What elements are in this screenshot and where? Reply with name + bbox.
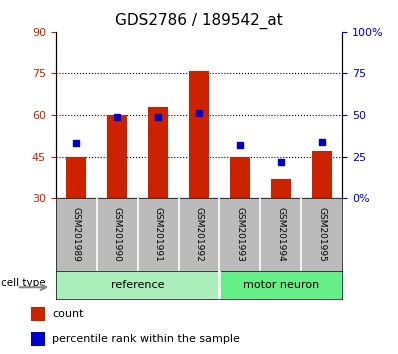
Bar bbox=[230, 156, 250, 198]
Bar bbox=[148, 107, 168, 198]
Text: GSM201992: GSM201992 bbox=[195, 207, 203, 262]
Bar bbox=[31, 332, 45, 346]
Bar bbox=[219, 271, 342, 299]
Text: GSM201991: GSM201991 bbox=[154, 207, 162, 262]
Text: reference: reference bbox=[111, 280, 164, 290]
Bar bbox=[107, 115, 127, 198]
Text: GSM201989: GSM201989 bbox=[72, 207, 81, 262]
Bar bbox=[271, 179, 291, 198]
Text: GSM201990: GSM201990 bbox=[113, 207, 122, 262]
Bar bbox=[312, 151, 332, 198]
Bar bbox=[31, 307, 45, 321]
Text: GSM201993: GSM201993 bbox=[236, 207, 244, 262]
Text: count: count bbox=[52, 309, 84, 319]
Text: motor neuron: motor neuron bbox=[243, 280, 319, 290]
Text: percentile rank within the sample: percentile rank within the sample bbox=[52, 333, 240, 344]
Title: GDS2786 / 189542_at: GDS2786 / 189542_at bbox=[115, 13, 283, 29]
Text: GSM201995: GSM201995 bbox=[317, 207, 326, 262]
Text: GSM201994: GSM201994 bbox=[276, 207, 285, 262]
Bar bbox=[189, 71, 209, 198]
Text: cell type: cell type bbox=[1, 278, 46, 288]
Bar bbox=[56, 271, 219, 299]
Bar bbox=[66, 156, 86, 198]
